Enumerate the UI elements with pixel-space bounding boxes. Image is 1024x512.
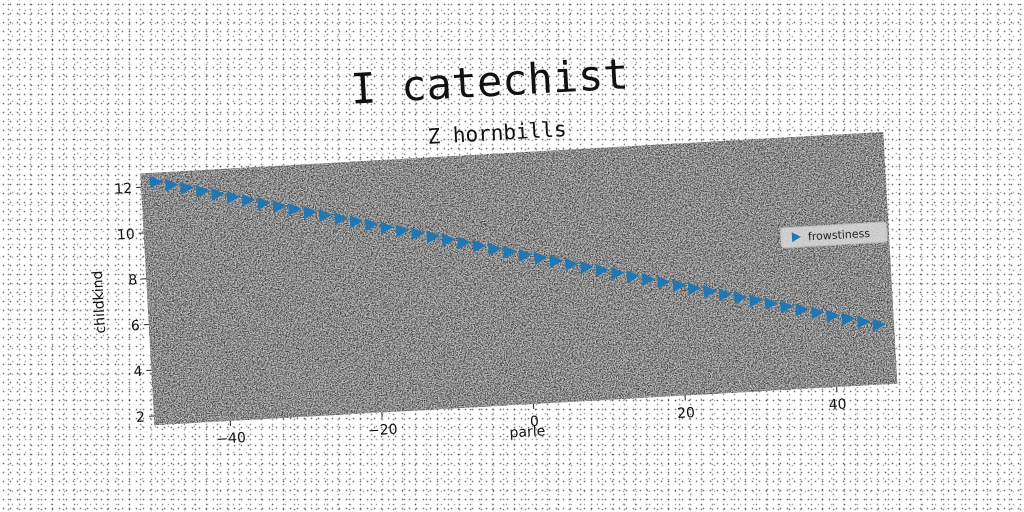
data-point	[749, 294, 763, 308]
data-point	[272, 200, 287, 214]
data-point	[718, 288, 732, 302]
data-point	[211, 187, 225, 201]
data-point	[734, 291, 748, 305]
series-frowstiness	[149, 175, 886, 332]
data-point	[165, 178, 179, 192]
x-tick-label: 0	[530, 414, 540, 430]
legend-label: frowstiness	[808, 227, 871, 243]
data-point	[457, 236, 471, 250]
legend: frowstiness	[780, 221, 888, 249]
data-point	[195, 184, 210, 198]
data-point	[611, 266, 625, 280]
legend-marker	[791, 232, 801, 243]
data-point	[395, 224, 410, 238]
data-point	[472, 239, 486, 253]
axes-group: −40 −20 0 20 40 2 4 6 8 10 12 parle childkind fro…	[90, 132, 898, 448]
chart-title: I catechist	[349, 49, 629, 113]
data-point	[857, 315, 871, 329]
y-axis-label: childkind	[90, 270, 109, 334]
y-tick-label: 2	[136, 410, 146, 426]
data-point	[672, 279, 686, 293]
data-point	[564, 257, 579, 271]
y-tick-label: 12	[114, 181, 133, 198]
data-point	[349, 215, 363, 229]
plot-noise-light	[140, 132, 898, 426]
data-point	[534, 251, 548, 265]
x-tick-label: −40	[216, 430, 246, 448]
data-point	[364, 218, 379, 232]
data-point	[595, 263, 609, 277]
data-point	[580, 260, 594, 274]
y-axis-ticks: 2 4 6 8 10 12	[114, 181, 154, 426]
x-axis-ticks: −40 −20 0 20 40	[216, 386, 847, 448]
data-point	[657, 276, 671, 290]
data-point	[149, 175, 164, 189]
data-point	[334, 212, 348, 226]
data-point	[780, 300, 794, 314]
x-tick-label: −20	[368, 422, 398, 440]
data-point	[180, 181, 194, 195]
x-tick-label: 20	[677, 405, 696, 422]
data-point	[703, 285, 717, 299]
y-tick-label: 8	[128, 272, 138, 288]
title-group: I catechist	[349, 49, 629, 113]
data-point	[841, 312, 856, 326]
data-point	[380, 221, 394, 235]
data-point	[487, 242, 502, 256]
data-point	[687, 282, 702, 296]
data-point	[288, 203, 302, 217]
data-point	[795, 303, 809, 317]
data-point	[426, 230, 440, 244]
data-point	[226, 190, 240, 204]
data-point	[826, 309, 840, 323]
data-point	[318, 209, 333, 223]
data-point	[411, 227, 425, 241]
data-point	[303, 206, 317, 220]
legend-box	[780, 221, 888, 249]
data-point	[872, 318, 886, 332]
data-point	[503, 245, 517, 259]
data-point	[810, 306, 825, 320]
y-tick-label: 10	[117, 227, 136, 244]
data-point	[518, 248, 533, 262]
x-tick-label: 40	[828, 397, 847, 414]
subtitle-group: Z hornbills	[427, 117, 567, 149]
data-point	[549, 254, 563, 268]
data-point	[257, 196, 271, 210]
data-point	[626, 269, 640, 283]
data-point	[641, 273, 656, 286]
y-tick-label: 4	[133, 364, 143, 380]
y-tick-label: 6	[131, 318, 141, 334]
data-point	[764, 297, 779, 311]
x-axis-label: parle	[509, 423, 546, 441]
data-point	[241, 193, 256, 207]
chart-subtitle: Z hornbills	[427, 117, 567, 149]
data-point	[441, 233, 456, 247]
